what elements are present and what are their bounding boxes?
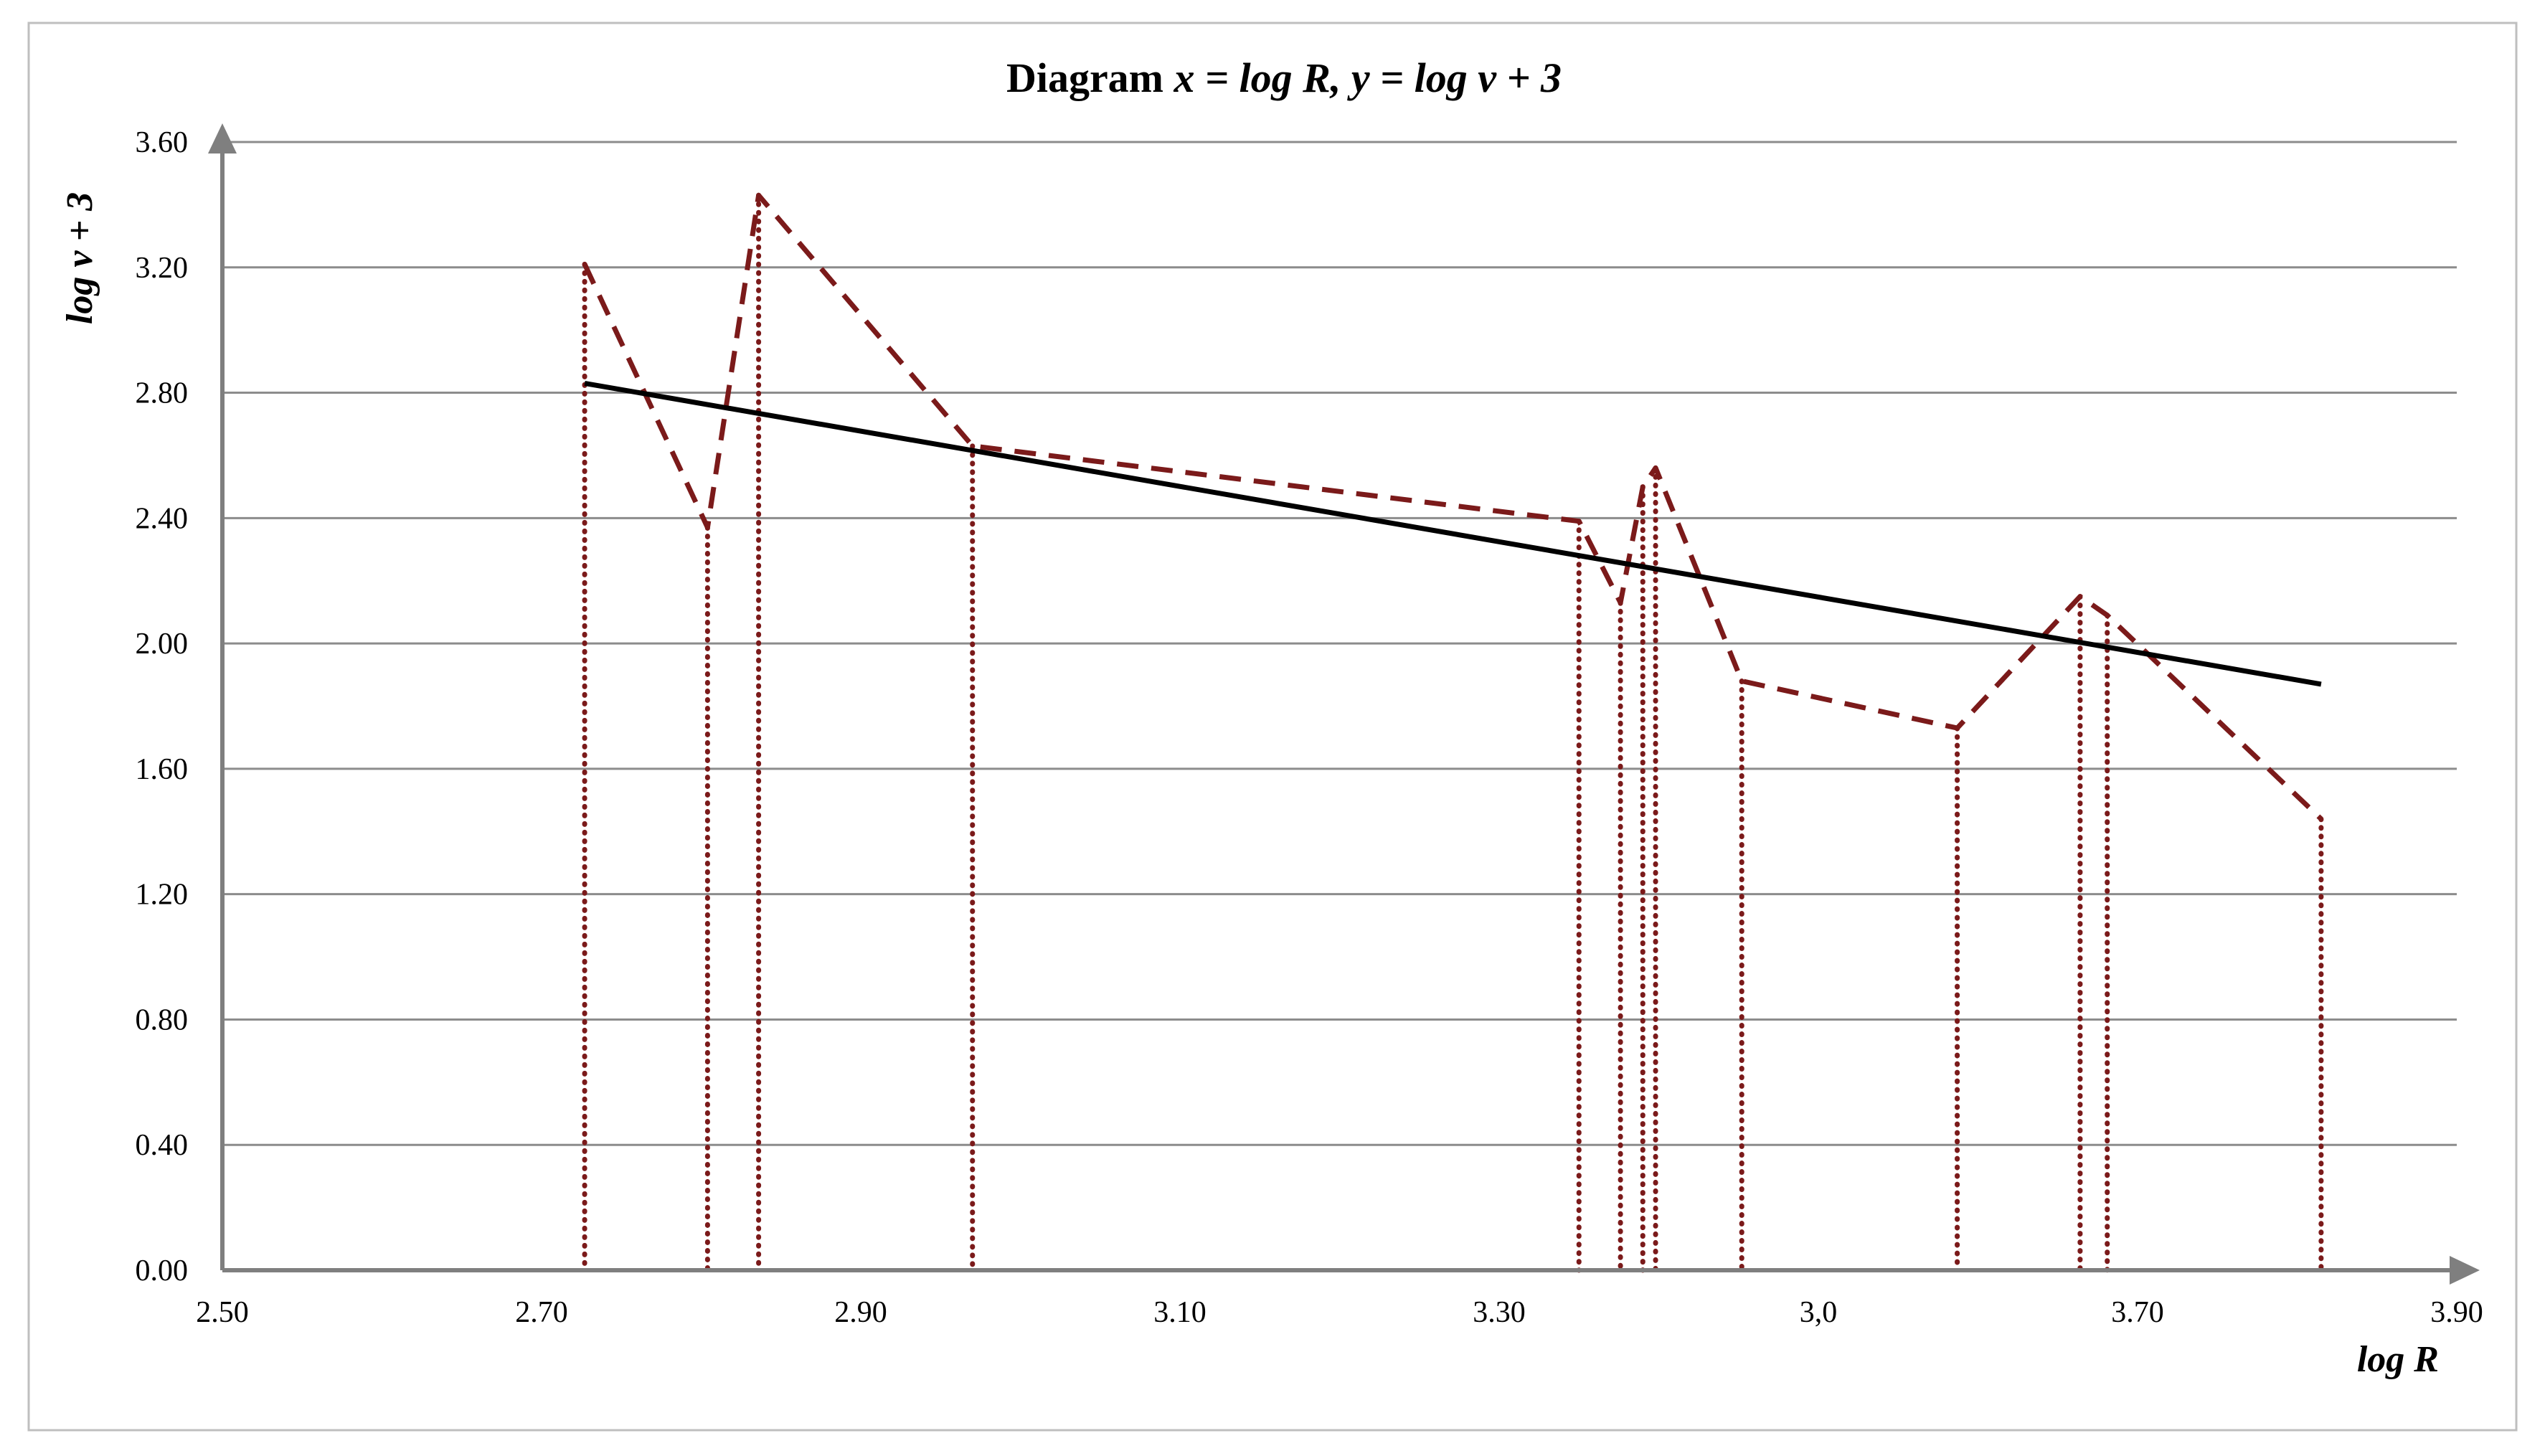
y-tick-label-8: 3.20: [136, 252, 189, 285]
y-tick-label-1: 0.40: [136, 1129, 189, 1162]
y-tick-label-5: 2.00: [136, 628, 189, 661]
y-tick-label-4: 1.60: [136, 753, 189, 786]
chart-title-prefix: Diagram: [1006, 55, 1174, 101]
y-tick-label-9: 3.60: [136, 126, 189, 159]
x-tick-label-6: 3.70: [2111, 1296, 2164, 1329]
y-tick-label-7: 2.80: [136, 377, 189, 410]
y-tick-label-3: 1.20: [136, 879, 189, 912]
series-lines: [582, 192, 2323, 821]
y-axis-title: log v + 3: [60, 192, 100, 324]
y-tick-label-0: 0.00: [136, 1254, 189, 1287]
x-tick-label-0: 2.50: [196, 1296, 249, 1329]
x-tick-label-5: 3,0: [1800, 1296, 1838, 1329]
series-line-regression: [584, 380, 2322, 687]
chart-title: Diagram x = log R, y = log v + 3: [1006, 55, 1562, 101]
y-tick-label-6: 2.40: [136, 502, 189, 535]
x-tick-label-1: 2.70: [515, 1296, 568, 1329]
chart-border: [27, 22, 2518, 1432]
x-tick-label-4: 3.30: [1473, 1296, 1526, 1329]
chart-title-expression: x = log R, y = log v + 3: [1174, 55, 1562, 101]
x-tick-label-2: 2.90: [834, 1296, 887, 1329]
gridlines: [222, 141, 2457, 1146]
y-tick-labels: 0.00 0.40 0.80 1.20 1.60 2.00 2.40 2.80 3.20 3.60: [136, 126, 189, 1287]
x-tick-labels: 2.50 2.70 2.90 3.10 3.30 3,0 3.70 3.90: [196, 1296, 2483, 1329]
axes: [208, 123, 2480, 1285]
x-tick-label-7: 3.90: [2430, 1296, 2483, 1329]
x-axis-arrow: [2450, 1256, 2480, 1285]
series-line-observed: [582, 192, 2323, 821]
y-axis-arrow: [208, 123, 237, 153]
drop-lines: [582, 192, 2324, 1273]
y-tick-label-2: 0.80: [136, 1003, 189, 1036]
x-axis-title: log R: [2357, 1339, 2439, 1380]
x-tick-label-3: 3.10: [1153, 1296, 1207, 1329]
